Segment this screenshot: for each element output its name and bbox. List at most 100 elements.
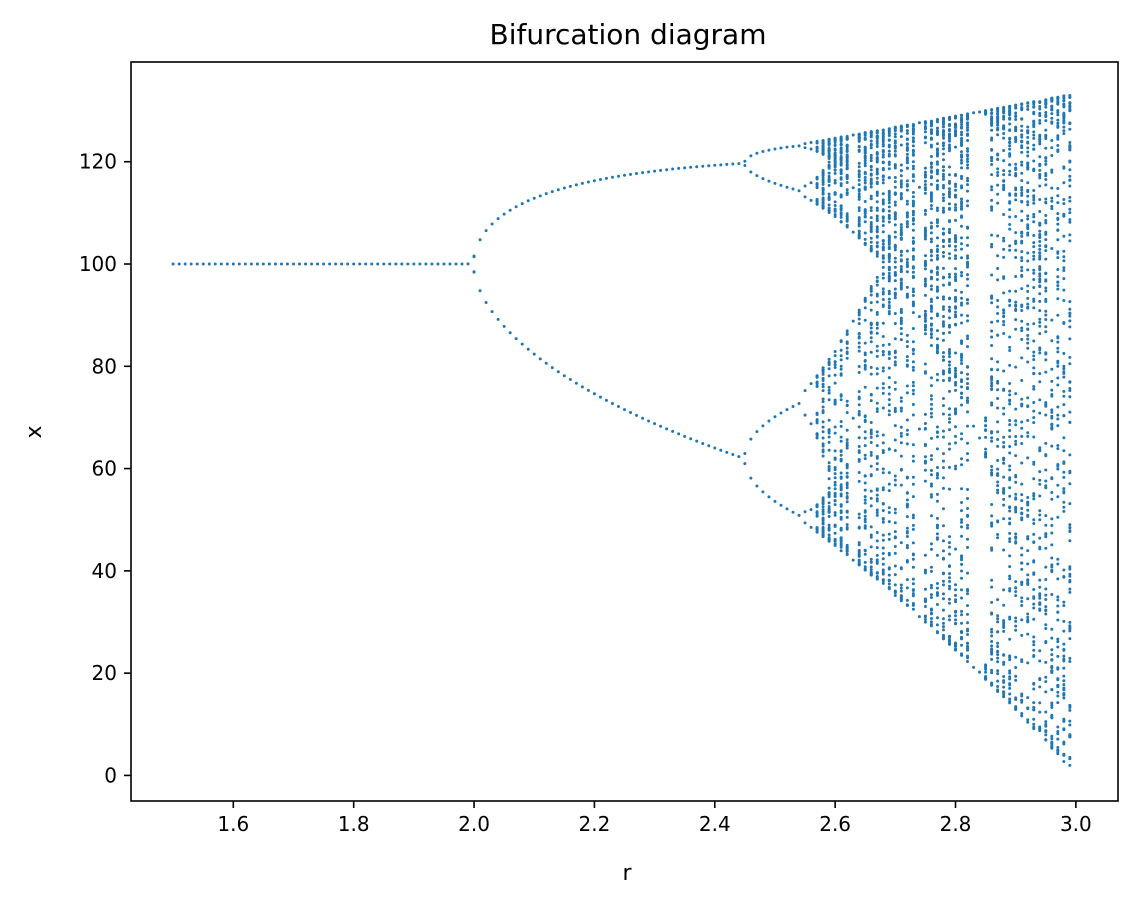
scatter-point bbox=[984, 428, 988, 432]
scatter-point bbox=[869, 453, 873, 457]
scatter-point bbox=[1050, 713, 1054, 717]
scatter-point bbox=[1068, 314, 1072, 318]
scatter-point bbox=[869, 496, 873, 500]
scatter-point bbox=[893, 293, 897, 297]
scatter-point bbox=[863, 200, 867, 204]
scatter-point bbox=[1002, 173, 1006, 177]
scatter-point bbox=[990, 123, 994, 127]
scatter-point bbox=[935, 160, 939, 164]
scatter-point bbox=[911, 352, 915, 356]
scatter-point bbox=[881, 467, 885, 471]
scatter-point bbox=[845, 346, 849, 350]
scatter-point bbox=[960, 133, 964, 137]
scatter-point bbox=[1062, 98, 1066, 102]
scatter-point bbox=[845, 523, 849, 527]
scatter-point bbox=[905, 270, 909, 274]
scatter-point bbox=[935, 296, 939, 300]
scatter-point bbox=[1032, 286, 1036, 290]
scatter-point bbox=[935, 236, 939, 240]
scatter-point bbox=[833, 350, 837, 354]
scatter-point bbox=[1050, 737, 1054, 741]
scatter-point bbox=[821, 533, 825, 537]
scatter-point bbox=[905, 225, 909, 229]
scatter-point bbox=[1050, 367, 1054, 371]
scatter-point bbox=[1056, 683, 1060, 687]
scatter-point bbox=[887, 213, 891, 217]
scatter-point bbox=[1068, 211, 1072, 215]
scatter-point bbox=[833, 483, 837, 487]
scatter-point bbox=[1026, 615, 1030, 619]
scatter-point bbox=[911, 588, 915, 592]
scatter-point bbox=[821, 508, 825, 512]
scatter-point bbox=[857, 512, 861, 516]
scatter-point bbox=[947, 179, 951, 183]
scatter-point bbox=[1068, 387, 1072, 391]
scatter-point bbox=[929, 169, 933, 173]
scatter-point bbox=[659, 424, 663, 428]
scatter-point bbox=[1068, 755, 1072, 759]
scatter-point bbox=[941, 466, 945, 470]
scatter-point bbox=[1020, 188, 1024, 192]
scatter-point bbox=[1044, 114, 1048, 118]
scatter-point bbox=[893, 129, 897, 133]
scatter-point bbox=[990, 245, 994, 249]
scatter-point bbox=[929, 198, 933, 202]
scatter-point bbox=[863, 136, 867, 140]
scatter-point bbox=[941, 524, 945, 528]
scatter-point bbox=[1038, 324, 1042, 328]
scatter-point bbox=[935, 592, 939, 596]
scatter-point bbox=[328, 262, 332, 266]
scatter-point bbox=[923, 620, 927, 624]
scatter-point bbox=[1044, 532, 1048, 536]
scatter-point bbox=[1056, 144, 1060, 148]
scatter-point bbox=[1038, 105, 1042, 109]
scatter-point bbox=[929, 322, 933, 326]
scatter-point bbox=[1014, 392, 1018, 396]
scatter-point bbox=[821, 425, 825, 429]
scatter-point bbox=[960, 161, 964, 165]
scatter-point bbox=[1050, 112, 1054, 116]
scatter-point bbox=[941, 621, 945, 625]
scatter-point bbox=[996, 444, 1000, 448]
scatter-point bbox=[990, 136, 994, 140]
scatter-point bbox=[821, 176, 825, 180]
scatter-point bbox=[845, 224, 849, 228]
scatter-point bbox=[815, 421, 819, 425]
scatter-point bbox=[869, 197, 873, 201]
scatter-point bbox=[291, 262, 295, 266]
scatter-point bbox=[935, 244, 939, 248]
scatter-point bbox=[1032, 366, 1036, 370]
scatter-point bbox=[911, 127, 915, 131]
scatter-point bbox=[1002, 212, 1006, 216]
scatter-point bbox=[881, 223, 885, 227]
scatter-point bbox=[1038, 285, 1042, 289]
scatter-point bbox=[1008, 223, 1012, 227]
scatter-point bbox=[833, 456, 837, 460]
scatter-point bbox=[1044, 608, 1048, 612]
scatter-point bbox=[960, 518, 964, 522]
scatter-point bbox=[412, 262, 416, 266]
scatter-point bbox=[881, 552, 885, 556]
scatter-point bbox=[1044, 733, 1048, 737]
scatter-point bbox=[466, 262, 470, 266]
scatter-point bbox=[1038, 101, 1042, 105]
scatter-point bbox=[875, 434, 879, 438]
scatter-point bbox=[881, 520, 885, 524]
scatter-point bbox=[887, 196, 891, 200]
scatter-point bbox=[1038, 446, 1042, 450]
scatter-point bbox=[851, 230, 855, 234]
scatter-point bbox=[839, 143, 843, 147]
scatter-point bbox=[1002, 169, 1006, 173]
scatter-point bbox=[1038, 348, 1042, 352]
scatter-point bbox=[484, 300, 488, 304]
scatter-point bbox=[1056, 218, 1060, 222]
scatter-point bbox=[1002, 693, 1006, 697]
scatter-point bbox=[803, 142, 807, 146]
scatter-point bbox=[893, 141, 897, 145]
scatter-point bbox=[996, 430, 1000, 434]
scatter-point bbox=[996, 157, 1000, 161]
scatter-point bbox=[935, 273, 939, 277]
scatter-point bbox=[1020, 265, 1024, 269]
scatter-point bbox=[869, 464, 873, 468]
scatter-point bbox=[815, 185, 819, 189]
